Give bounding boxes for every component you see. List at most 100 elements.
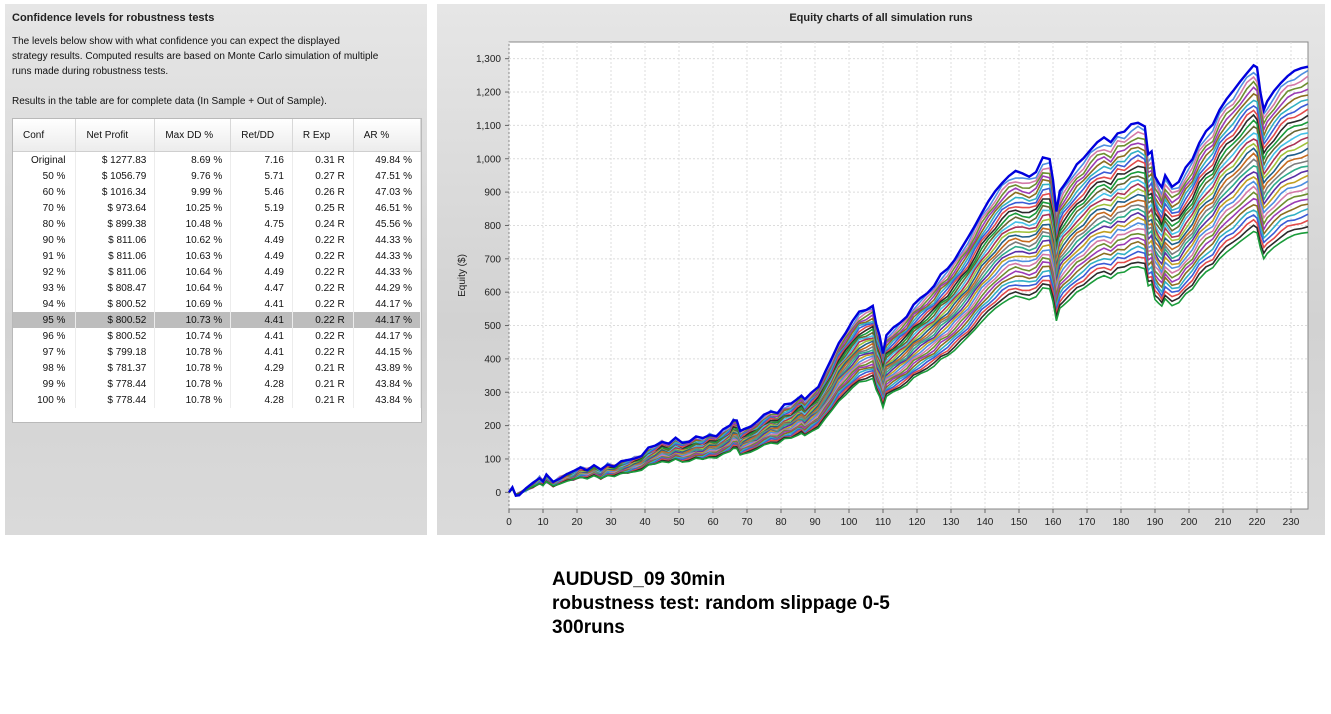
table-cell: 0.22 R [292, 344, 354, 360]
table-cell: 90 % [13, 232, 77, 248]
table-cell: $ 808.47 [75, 280, 156, 296]
table-cell: 5.71 [230, 168, 293, 184]
table-cell: $ 778.44 [75, 376, 156, 392]
table-cell: 95 % [13, 312, 77, 328]
table-cell: 0.24 R [292, 216, 354, 232]
column-header[interactable]: Max DD % [154, 119, 232, 152]
table-cell: 9.76 % [154, 168, 232, 184]
table-cell: 91 % [13, 248, 77, 264]
table-cell: 49.84 % [353, 151, 422, 168]
table-cell: 43.89 % [353, 360, 422, 376]
x-tick-label: 190 [1147, 517, 1164, 528]
column-header[interactable]: Ret/DD [230, 119, 293, 152]
table-row[interactable]: 92 % $ 811.06 10.64 % 4.49 0.22 R 44.33 % [13, 264, 422, 280]
x-tick-label: 10 [537, 517, 549, 528]
table-row[interactable]: 91 % $ 811.06 10.63 % 4.49 0.22 R 44.33 % [13, 248, 422, 264]
table-cell: 4.49 [230, 264, 293, 280]
description-line: runs made during robustness tests. [12, 66, 169, 77]
table-cell: 60 % [13, 184, 77, 200]
column-header[interactable]: Conf [13, 119, 77, 152]
table-cell: 10.78 % [154, 392, 232, 408]
table-cell: 46.51 % [353, 200, 422, 216]
table-cell: 10.78 % [154, 376, 232, 392]
table-cell: 10.63 % [154, 248, 232, 264]
column-header[interactable]: Net Profit [75, 119, 156, 152]
table-cell: $ 1056.79 [75, 168, 156, 184]
table-row[interactable]: 60 % $ 1016.34 9.99 % 5.46 0.26 R 47.03 % [13, 184, 422, 200]
simulation-run-line [508, 119, 1309, 497]
x-tick-label: 110 [875, 517, 891, 528]
x-tick-label: 70 [741, 517, 753, 528]
table-cell: 0.21 R [292, 392, 354, 408]
table-cell: 0.22 R [292, 328, 354, 344]
table-cell: 94 % [13, 296, 77, 312]
y-tick-label: 600 [484, 288, 501, 299]
table-cell: 4.41 [230, 312, 293, 328]
caption-line-1: AUDUSD_09 30min [552, 569, 726, 590]
x-tick-label: 230 [1283, 517, 1300, 528]
caption-line-3: 300runs [552, 617, 625, 638]
table-row[interactable]: 90 % $ 811.06 10.62 % 4.49 0.22 R 44.33 % [13, 232, 422, 248]
table-cell: 0.26 R [292, 184, 354, 200]
confidence-table: Conf Net Profit Max DD % Ret/DD R Exp AR % Or… [13, 119, 422, 408]
column-header[interactable]: R Exp [292, 119, 354, 152]
x-tick-label: 30 [605, 517, 617, 528]
table-cell: 44.17 % [353, 328, 422, 344]
table-cell: 5.46 [230, 184, 293, 200]
table-cell: 10.25 % [154, 200, 232, 216]
table-cell: 80 % [13, 216, 77, 232]
x-tick-label: 120 [909, 517, 926, 528]
x-tick-label: 220 [1249, 517, 1266, 528]
table-cell: $ 973.64 [75, 200, 156, 216]
x-tick-label: 170 [1079, 517, 1096, 528]
table-cell: 4.29 [230, 360, 293, 376]
x-tick-label: 160 [1045, 517, 1062, 528]
table-cell: 4.49 [230, 232, 293, 248]
table-cell: 10.62 % [154, 232, 232, 248]
chart-title: Equity charts of all simulation runs [789, 12, 973, 24]
table-row[interactable]: 97 % $ 799.18 10.78 % 4.41 0.22 R 44.15 % [13, 344, 422, 360]
table-cell: 43.84 % [353, 392, 422, 408]
table-cell: 100 % [13, 392, 77, 408]
table-row[interactable]: 94 % $ 800.52 10.69 % 4.41 0.22 R 44.17 % [13, 296, 422, 312]
x-tick-label: 80 [775, 517, 787, 528]
original-equity-line [508, 63, 1309, 498]
table-cell: 47.51 % [353, 168, 422, 184]
table-cell: $ 778.44 [75, 392, 156, 408]
results-note: Results in the table are for complete da… [12, 96, 327, 107]
y-tick-label: 100 [484, 454, 501, 465]
table-cell: 9.99 % [154, 184, 232, 200]
table-cell: 4.49 [230, 248, 293, 264]
simulation-run-line [508, 224, 1309, 496]
x-tick-label: 180 [1113, 517, 1130, 528]
table-row[interactable]: 93 % $ 808.47 10.64 % 4.47 0.22 R 44.29 % [13, 280, 422, 296]
table-row[interactable]: 70 % $ 973.64 10.25 % 5.19 0.25 R 46.51 % [13, 200, 422, 216]
table-cell: 44.17 % [353, 312, 422, 328]
table-row[interactable]: 99 % $ 778.44 10.78 % 4.28 0.21 R 43.84 % [13, 376, 422, 392]
x-tick-label: 20 [571, 517, 583, 528]
table-cell: 99 % [13, 376, 77, 392]
table-row[interactable]: 50 % $ 1056.79 9.76 % 5.71 0.27 R 47.51 % [13, 168, 422, 184]
column-header[interactable]: AR % [353, 119, 422, 152]
table-cell: 44.17 % [353, 296, 422, 312]
table-cell: $ 799.18 [75, 344, 156, 360]
y-tick-label: 1,200 [476, 88, 501, 99]
y-tick-label: 500 [484, 321, 501, 332]
x-tick-label: 210 [1215, 517, 1232, 528]
table-row[interactable]: 80 % $ 899.38 10.48 % 4.75 0.24 R 45.56 % [13, 216, 422, 232]
table-cell: 0.27 R [292, 168, 354, 184]
table-cell: 10.74 % [154, 328, 232, 344]
description-line: The levels below show with what confiden… [12, 36, 340, 47]
table-cell: 4.41 [230, 296, 293, 312]
table-row[interactable]: 95 % $ 800.52 10.73 % 4.41 0.22 R 44.17 % [13, 312, 422, 328]
confidence-table-container: Conf Net Profit Max DD % Ret/DD R Exp AR % Or… [12, 118, 422, 423]
table-cell: $ 800.52 [75, 312, 156, 328]
equity-chart: 0 10 20 30 40 50 60 70 80 90 100 110 120 130 140 150 160… [457, 41, 1309, 528]
table-row[interactable]: 100 % $ 778.44 10.78 % 4.28 0.21 R 43.84 % [13, 392, 422, 408]
table-cell: 0.22 R [292, 312, 354, 328]
table-cell: 7.16 [230, 151, 293, 168]
table-cell: 0.22 R [292, 248, 354, 264]
table-row[interactable]: 96 % $ 800.52 10.74 % 4.41 0.22 R 44.17 % [13, 328, 422, 344]
table-row[interactable]: Original $ 1277.83 8.69 % 7.16 0.31 R 49.84 % [13, 151, 422, 168]
table-row[interactable]: 98 % $ 781.37 10.78 % 4.29 0.21 R 43.89 % [13, 360, 422, 376]
